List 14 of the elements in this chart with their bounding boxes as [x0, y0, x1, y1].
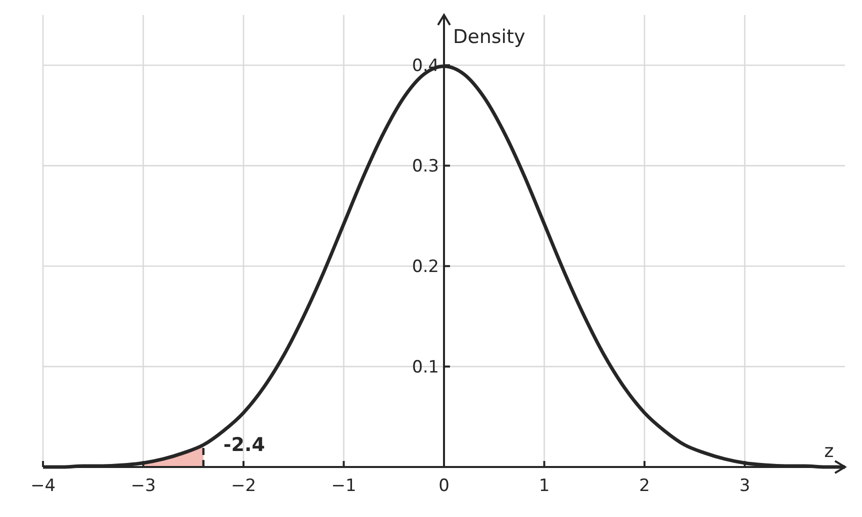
x-axis-title: z [824, 441, 834, 462]
x-tick-label: −1 [331, 476, 356, 496]
x-tick-label: −3 [130, 476, 156, 496]
ref-line-label: -2.4 [223, 434, 265, 456]
x-tick-label: 3 [739, 476, 750, 496]
y-tick-label: 0.3 [412, 156, 439, 177]
x-tick-label: 0 [438, 476, 450, 496]
x-tick-label: 1 [538, 476, 550, 496]
y-tick-label: 0.2 [412, 257, 439, 278]
y-tick-label: 0.1 [412, 358, 439, 378]
x-tick-label: −4 [30, 476, 56, 496]
x-tick-label: −2 [230, 476, 256, 496]
y-axis-title: Density [453, 26, 526, 48]
x-tick-label: 2 [639, 476, 650, 496]
